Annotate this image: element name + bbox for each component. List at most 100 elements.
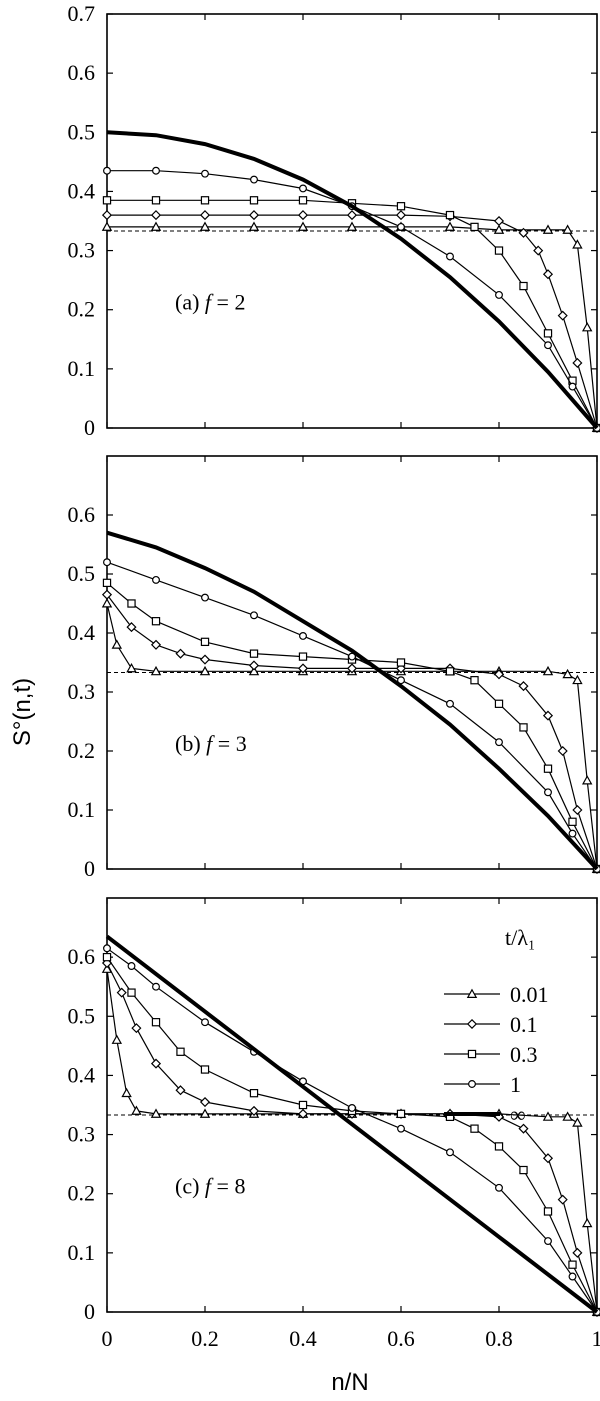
data-point (518, 681, 529, 692)
series-square (102, 578, 600, 874)
annotation-value: = 8 (211, 1174, 245, 1199)
y-tick-label: 0.2 (68, 1181, 96, 1206)
data-point (249, 196, 259, 205)
annotation-variable: f (205, 1174, 214, 1199)
data-point (116, 987, 127, 998)
data-point (557, 1194, 568, 1205)
series-circle (103, 558, 600, 873)
panel-c: 0 0.1 0.2 0.3 0.4 0.5 0.6 0 0.2 0.4 0.6 0.8 1 (c) f =… (68, 897, 600, 1351)
annotation-prefix: (c) (175, 1174, 205, 1199)
data-point (572, 1117, 583, 1127)
data-point (544, 1237, 552, 1245)
data-point (249, 649, 259, 658)
data-point (101, 221, 113, 231)
data-point (298, 196, 308, 205)
series-line (107, 226, 598, 429)
data-point (200, 1065, 210, 1074)
data-point (348, 1103, 356, 1112)
data-point (250, 175, 258, 184)
data-point (533, 245, 544, 256)
series-line (107, 199, 598, 429)
data-point (150, 1108, 162, 1118)
data-point (396, 658, 406, 667)
data-point (444, 221, 456, 231)
y-tick-label: 0.4 (68, 1062, 96, 1087)
data-point (152, 166, 160, 175)
legend-entry: 0.3 (510, 1042, 538, 1067)
data-point (572, 239, 583, 249)
data-point (542, 269, 554, 280)
panel-annotation: (c) f = 8 (175, 1174, 245, 1199)
y-tick-label: 0.6 (68, 502, 96, 527)
data-point (151, 1018, 161, 1027)
data-point (581, 775, 593, 785)
data-point (201, 1018, 209, 1027)
y-tick-label: 0.3 (68, 1122, 96, 1147)
y-tick-label: 0 (84, 856, 95, 881)
series-circle (103, 166, 600, 432)
data-point (249, 1089, 259, 1098)
y-tick-label: 0.5 (68, 119, 96, 144)
y-tick-label: 0.1 (68, 797, 96, 822)
data-point (396, 1109, 406, 1119)
y-tick-label: 0.5 (68, 1003, 96, 1028)
data-point (494, 246, 504, 255)
data-point (101, 589, 113, 600)
y-tick-label: 0 (84, 1299, 95, 1324)
data-point (150, 221, 162, 231)
data-point (562, 668, 573, 679)
data-point (151, 617, 161, 626)
data-point (298, 1100, 308, 1110)
data-point (131, 1105, 142, 1115)
data-point (493, 224, 505, 234)
panels: 0 0.1 0.2 0.3 0.4 0.5 0.6 0.7 (a) f = 2 0 0.1 0.2 0.… (68, 1, 600, 1351)
legend: t/λ₁ 0.01 0.1 0.3 1 ∞ (444, 925, 549, 1127)
data-point (495, 290, 503, 299)
data-point (518, 1123, 529, 1134)
data-point (348, 652, 356, 661)
legend-marker (466, 1018, 478, 1030)
data-point (152, 982, 160, 991)
series-line (106, 603, 598, 870)
data-point (519, 723, 528, 732)
data-point (572, 1247, 583, 1258)
data-point (103, 166, 111, 175)
data-point (201, 593, 209, 602)
annotation-value: = 2 (211, 290, 245, 315)
data-point (299, 184, 307, 193)
data-point (395, 663, 407, 674)
legend-entry: 0.1 (510, 1012, 538, 1037)
data-point (494, 699, 504, 708)
data-point (248, 660, 260, 671)
data-point (298, 652, 308, 661)
data-point (493, 215, 505, 227)
data-point (494, 1142, 504, 1151)
data-point (175, 1085, 186, 1096)
plot-frame (106, 897, 598, 1313)
data-point (397, 222, 405, 231)
data-point (299, 631, 307, 640)
data-point (346, 210, 358, 221)
series-line (106, 561, 598, 870)
data-point (543, 1207, 553, 1216)
data-point (297, 210, 309, 221)
data-point (445, 667, 455, 676)
data-point (199, 665, 211, 676)
data-point (572, 804, 583, 816)
data-point (150, 639, 162, 650)
y-tick-label: 0.5 (68, 561, 96, 586)
data-point (557, 310, 568, 321)
data-point (297, 1108, 309, 1119)
data-point (543, 764, 553, 773)
x-tick-label: 0.4 (289, 1326, 317, 1351)
data-point (446, 252, 454, 261)
data-point (470, 1124, 479, 1133)
data-point (131, 1023, 142, 1034)
y-tick-label: 0.3 (68, 238, 96, 263)
series-line (105, 934, 599, 1314)
data-point (248, 210, 260, 221)
data-point (127, 962, 136, 970)
data-point (127, 599, 136, 608)
legend-title: t/λ₁ (505, 925, 536, 950)
